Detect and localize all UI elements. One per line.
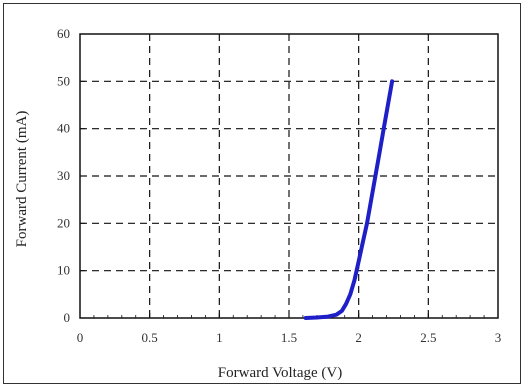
- x-tick-label: 3: [495, 330, 502, 345]
- series-line: [303, 79, 395, 320]
- x-tick-label: 1: [216, 330, 223, 345]
- grid-lines: [80, 34, 498, 318]
- axis-ticks: [79, 33, 499, 319]
- y-tick-label: 40: [57, 121, 70, 136]
- x-tick-label: 1.5: [281, 330, 297, 345]
- y-axis-label: Forward Current (mA): [14, 111, 30, 248]
- y-tick-label: 20: [57, 215, 70, 230]
- chart-frame: 0 0.5 1 1.5 2 2.5 3 0 10 20 30 40 50 60 Forward Volta…: [3, 3, 521, 384]
- y-tick-label: 0: [64, 310, 71, 325]
- y-tick-label: 60: [57, 26, 70, 41]
- y-tick-label: 10: [57, 263, 70, 278]
- x-tick-label: 2.5: [420, 330, 436, 345]
- x-tick-label: 0.5: [142, 330, 158, 345]
- y-tick-label: 30: [57, 168, 70, 183]
- x-tick-label: 0: [77, 330, 84, 345]
- x-axis-label: Forward Voltage (V): [218, 365, 342, 381]
- y-tick-label: 50: [57, 73, 70, 88]
- x-tick-label: 2: [355, 330, 362, 345]
